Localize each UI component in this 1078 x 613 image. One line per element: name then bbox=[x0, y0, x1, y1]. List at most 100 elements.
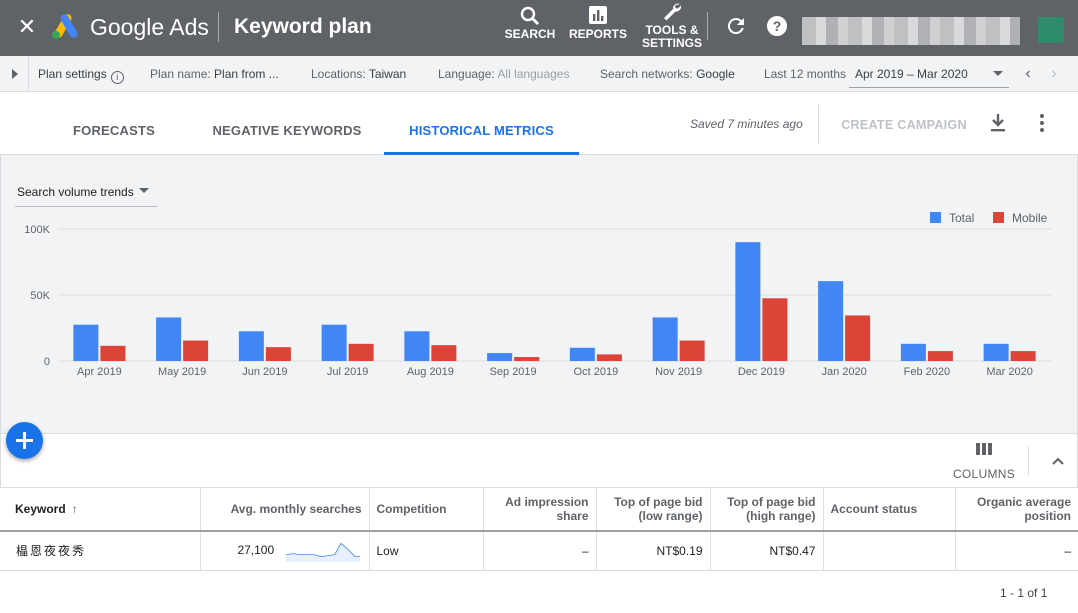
legend-mobile[interactable]: Mobile bbox=[993, 211, 1047, 225]
ad-impression-share-cell: – bbox=[483, 530, 597, 571]
x-tick-label: Jan 2020 bbox=[821, 366, 866, 378]
col-header-account-status[interactable]: Account status bbox=[823, 487, 956, 532]
x-tick-label: Jul 2019 bbox=[327, 366, 369, 378]
help-icon[interactable]: ? bbox=[765, 14, 789, 38]
bar-total bbox=[404, 331, 430, 361]
bid-high-cell: NT$0.47 bbox=[710, 530, 824, 571]
x-tick-label: Jun 2019 bbox=[242, 366, 287, 378]
search-nav-label: SEARCH bbox=[504, 27, 556, 41]
search-nav-button[interactable]: SEARCH bbox=[502, 4, 558, 54]
bar-total bbox=[156, 317, 182, 361]
refresh-icon[interactable] bbox=[724, 14, 748, 38]
dropdown-caret-icon bbox=[139, 188, 149, 193]
next-period-icon[interactable]: › bbox=[1051, 65, 1057, 82]
table-row[interactable]: 橸恩夜夜秀 27,100 Low – NT$0.19 NT$0.47 – bbox=[0, 530, 1078, 571]
search-networks-setting[interactable]: Search networks: Google bbox=[600, 67, 735, 81]
bar-chart-icon bbox=[589, 6, 607, 24]
more-vert-icon[interactable] bbox=[1032, 111, 1052, 135]
col-header-ad-impression-share[interactable]: Ad impression share bbox=[483, 487, 597, 532]
nav-divider bbox=[707, 12, 708, 40]
language-label: Language: bbox=[438, 67, 495, 81]
previous-period-icon[interactable]: ‹ bbox=[1025, 65, 1031, 82]
account-info-redacted[interactable] bbox=[802, 17, 1020, 45]
bar-mobile bbox=[514, 357, 540, 361]
columns-icon bbox=[976, 443, 992, 455]
bar-mobile bbox=[762, 298, 788, 361]
bid-low-cell: NT$0.19 bbox=[596, 530, 711, 571]
legend-total-label: Total bbox=[949, 211, 975, 225]
add-keywords-button[interactable] bbox=[6, 422, 43, 459]
plan-settings-link[interactable]: Plan settings i bbox=[38, 67, 124, 84]
bar-total bbox=[321, 324, 347, 361]
plan-name-setting[interactable]: Plan name: Plan from ... bbox=[150, 67, 279, 81]
language-setting[interactable]: Language: All languages bbox=[438, 67, 569, 81]
x-tick-label: Apr 2019 bbox=[77, 366, 122, 378]
tab-historical-metrics[interactable]: HISTORICAL METRICS bbox=[384, 93, 579, 155]
bar-mobile bbox=[927, 351, 953, 361]
legend-mobile-label: Mobile bbox=[1012, 211, 1048, 225]
tab-forecasts[interactable]: FORECASTS bbox=[73, 123, 155, 138]
bar-mobile bbox=[1010, 351, 1036, 361]
competition-cell: Low bbox=[369, 530, 484, 571]
x-tick-label: Feb 2020 bbox=[904, 366, 950, 378]
page-title: Keyword plan bbox=[234, 15, 372, 38]
organic-position-cell: – bbox=[955, 530, 1078, 571]
bar-total bbox=[569, 347, 595, 361]
bar-total bbox=[652, 317, 678, 361]
collapse-icon[interactable] bbox=[1047, 450, 1069, 472]
col-header-competition[interactable]: Competition bbox=[369, 487, 484, 532]
keyword-cell: 橸恩夜夜秀 bbox=[0, 530, 201, 571]
brand-name[interactable]: Google Ads bbox=[90, 14, 209, 40]
x-tick-label: Sep 2019 bbox=[490, 366, 537, 378]
tab-negative-keywords[interactable]: NEGATIVE KEYWORDS bbox=[212, 123, 362, 138]
bar-total bbox=[900, 343, 926, 361]
table-header-row: Keyword ↑ Avg. monthly searches Competiti… bbox=[0, 487, 1078, 532]
col-header-keyword[interactable]: Keyword ↑ bbox=[0, 487, 201, 532]
svg-text:?: ? bbox=[773, 18, 782, 34]
toolbar-divider bbox=[1028, 446, 1029, 476]
tools-settings-nav-button[interactable]: TOOLS & SETTINGS bbox=[638, 0, 706, 50]
avatar[interactable] bbox=[1038, 17, 1064, 43]
locations-value: Taiwan bbox=[368, 67, 407, 81]
avg-monthly-searches-value: 27,100 bbox=[237, 542, 275, 557]
top-app-bar: ✕ Google Ads Keyword plan SEARCH REPORTS… bbox=[0, 0, 1078, 56]
bar-mobile bbox=[596, 354, 622, 361]
x-tick-label: Dec 2019 bbox=[738, 366, 785, 378]
col-header-bid-low[interactable]: Top of page bid (low range) bbox=[596, 487, 711, 532]
y-tick-label: 0 bbox=[44, 356, 50, 368]
create-campaign-button[interactable]: CREATE CAMPAIGN bbox=[841, 118, 967, 132]
legend-total-swatch bbox=[930, 212, 941, 223]
title-divider bbox=[218, 12, 219, 42]
trend-type-value: Search volume trends bbox=[17, 185, 134, 199]
bar-mobile bbox=[431, 345, 457, 361]
date-range-value: Apr 2019 – Mar 2020 bbox=[855, 67, 968, 81]
info-icon[interactable]: i bbox=[110, 71, 124, 84]
bar-mobile bbox=[845, 315, 871, 361]
locations-setting[interactable]: Locations: Taiwan bbox=[311, 67, 406, 81]
date-range-select[interactable]: Apr 2019 – Mar 2020 bbox=[849, 60, 1009, 88]
columns-label: COLUMNS bbox=[952, 467, 1016, 481]
bar-total bbox=[73, 324, 99, 361]
expand-arrow-icon[interactable] bbox=[8, 66, 22, 82]
plan-settings-bar: Plan settings i Plan name: Plan from ... … bbox=[0, 56, 1078, 92]
bar-mobile bbox=[679, 340, 705, 361]
columns-button[interactable]: COLUMNS bbox=[951, 442, 1017, 484]
search-volume-bar-chart: 0 50K 100K Apr 2019 May 2019 Jun 2019 Jul 2019… bbox=[24, 224, 1051, 378]
download-icon[interactable] bbox=[986, 111, 1010, 135]
col-header-avg-monthly-searches[interactable]: Avg. monthly searches bbox=[200, 487, 370, 532]
x-tick-label: Aug 2019 bbox=[407, 366, 454, 378]
toolbar-divider bbox=[818, 105, 819, 143]
reports-nav-button[interactable]: REPORTS bbox=[568, 4, 628, 54]
close-icon[interactable]: ✕ bbox=[17, 14, 37, 39]
col-header-organic-position[interactable]: Organic average position bbox=[955, 487, 1078, 532]
search-icon bbox=[520, 6, 539, 25]
plan-settings-label: Plan settings bbox=[38, 67, 107, 81]
plus-icon bbox=[16, 432, 33, 449]
trend-type-select[interactable]: Search volume trends bbox=[15, 179, 157, 207]
legend-total[interactable]: Total bbox=[930, 211, 974, 225]
settings-nav-label: SETTINGS bbox=[641, 36, 702, 50]
bar-total bbox=[238, 331, 264, 361]
bar-total bbox=[818, 281, 844, 361]
col-header-bid-high[interactable]: Top of page bid (high range) bbox=[710, 487, 824, 532]
period-label: Last 12 months bbox=[764, 67, 847, 81]
